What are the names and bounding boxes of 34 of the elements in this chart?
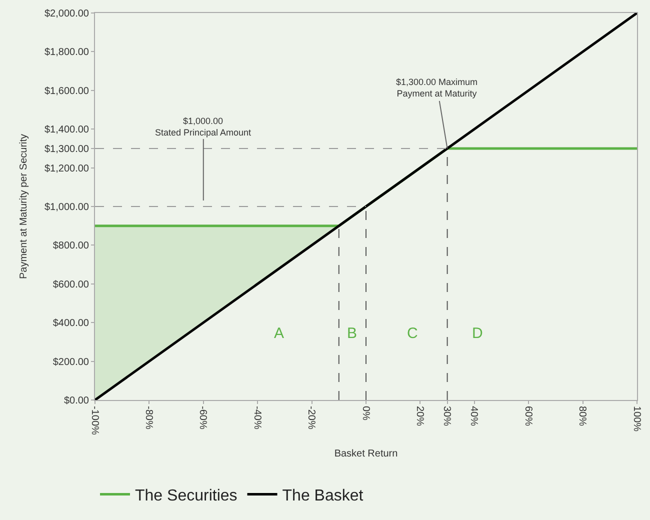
x-tick-label: -40%	[251, 406, 262, 430]
y-tick-label: $400.00	[52, 318, 90, 330]
y-tick-label: $1,400.00	[44, 124, 90, 136]
annotation: A	[274, 325, 284, 342]
y-tick-label: $1,200.00	[44, 163, 90, 174]
x-tick-label: -60%	[197, 406, 208, 430]
legend-label: The Securities	[135, 488, 238, 505]
y-axis-title: Payment at Maturity per Security	[18, 134, 30, 280]
y-tick-label: $1,000.00	[44, 202, 90, 213]
y-tick-label: $2,000.00	[44, 8, 90, 20]
x-tick-label: 60%	[522, 406, 534, 426]
x-tick-label: 100%	[630, 406, 642, 432]
annotation: C	[407, 325, 418, 342]
y-tick-label: $600.00	[52, 279, 90, 290]
y-tick-label: $1,300.00	[44, 144, 90, 155]
x-tick-label: 30%	[441, 406, 452, 426]
x-tick-label: 80%	[576, 406, 588, 426]
x-tick-label: 0%	[360, 406, 371, 421]
x-tick-label: -20%	[306, 406, 317, 430]
x-tick-label: 40%	[468, 406, 480, 426]
x-tick-label: 20%	[414, 406, 425, 426]
annotation: $1,000.00 Stated Principal Amount	[155, 116, 252, 138]
annotation: B	[347, 325, 358, 342]
x-tick-label: -80%	[142, 406, 154, 430]
y-tick-label: $0.00	[64, 396, 90, 406]
legend-label: The Basket	[282, 488, 364, 505]
x-axis-title: Basket Return	[334, 448, 398, 460]
annotation: D	[472, 325, 483, 342]
y-tick-label: $800.00	[52, 240, 90, 252]
y-tick-label: $1,800.00	[44, 47, 90, 58]
y-tick-label: $1,600.00	[44, 86, 90, 97]
annotation: $1,300.00 Maximum Payment at Maturity	[396, 77, 478, 99]
y-tick-label: $200.00	[52, 356, 90, 368]
x-tick-label: -100%	[88, 406, 100, 436]
